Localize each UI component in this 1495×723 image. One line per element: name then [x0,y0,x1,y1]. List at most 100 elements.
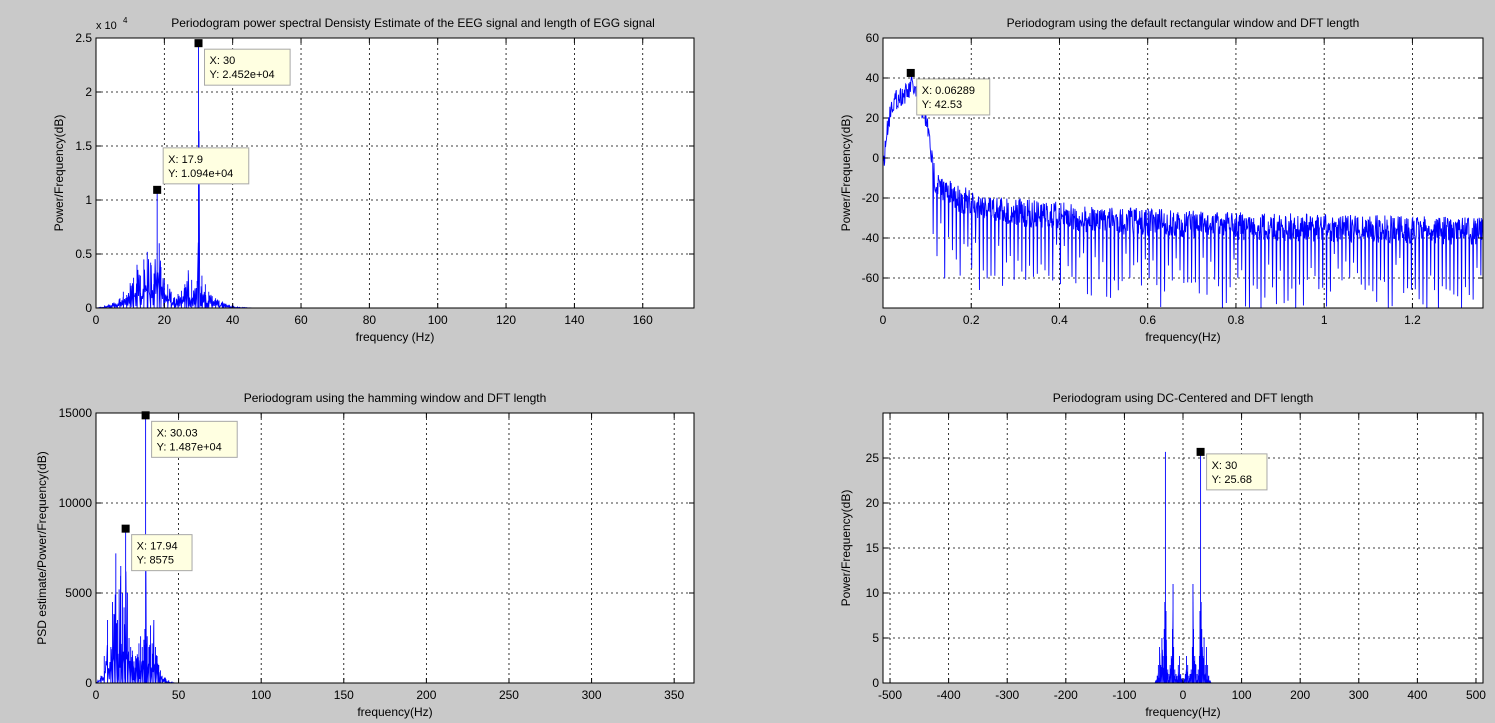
datatip-marker[interactable] [194,39,203,48]
y-tick-label: 15 [866,541,880,555]
x-tick-label: 300 [582,688,602,702]
y-tick-label: 10 [866,586,880,600]
datatip-x-label: X: 30 [210,55,236,67]
datatip-x-label: X: 0.06289 [922,85,975,97]
x-tick-label: 300 [1349,688,1369,702]
subplot-4: -500 -400 -300 -200 -100 0 100 200 300 400 500 0 5 10… [839,391,1486,719]
y-axis-label: Power/Frequency(dB) [52,115,66,232]
x-tick-label: 250 [499,688,519,702]
subplot-1: 0 20 40 60 80 100 120 140 160 0 0.5 1 1.5 2 2.5 x 10 4 Pe… [52,16,695,344]
y-axis-label: Power/Frequency(dB) [839,115,853,232]
datatip-box[interactable] [131,534,193,572]
datatip-x-label: X: 17.94 [137,541,178,553]
datatip-x-label: X: 17.9 [168,154,203,166]
y-tick-label: 2 [85,85,92,99]
x-tick-label: -100 [1112,688,1136,702]
datatip-box[interactable] [1206,453,1268,491]
x-tick-label: 150 [334,688,354,702]
y-tick-label: 2.5 [75,31,92,45]
x-tick-label: 400 [1407,688,1427,702]
y-tick-label: 1 [85,193,92,207]
x-axis-label: frequency (Hz) [356,330,435,344]
y-tick-label: 40 [866,71,880,85]
chart-title: Periodogram power spectral Densisty Esti… [171,16,655,30]
x-tick-label: 350 [664,688,684,702]
y-tick-label: 60 [866,31,880,45]
datatip-y-label: Y: 1.487e+04 [157,441,222,453]
x-tick-label: 0 [1180,688,1187,702]
x-tick-label: 100 [428,313,448,327]
x-tick-label: -200 [1054,688,1078,702]
datatip-marker[interactable] [121,524,130,533]
datatip-marker[interactable] [906,68,915,77]
axes-frame [882,37,1484,309]
y-tick-label: 0 [872,676,879,690]
y-tick-label: 25 [866,451,880,465]
x-tick-label: -500 [878,688,902,702]
x-tick-label: 20 [158,313,172,327]
y-tick-label: -60 [862,271,880,285]
y-axis-label: PSD estimate/Power/Frequency(dB) [35,451,49,644]
y-exponent-label: x 10 [96,20,117,32]
x-tick-label: 1 [1321,313,1328,327]
datatip-marker[interactable] [141,411,150,420]
x-tick-label: 200 [1290,688,1310,702]
y-tick-label: 5 [872,631,879,645]
y-tick-label: 0 [85,301,92,315]
x-tick-label: 0.4 [1051,313,1068,327]
y-tick-label: 15000 [59,406,93,420]
chart-title: Periodogram using the hamming window and… [244,391,547,405]
y-tick-label: -40 [862,231,880,245]
x-axis-label: frequency(Hz) [1145,330,1220,344]
datatip-y-label: Y: 1.094e+04 [168,168,233,180]
x-tick-label: 120 [496,313,516,327]
x-tick-label: 0.2 [963,313,980,327]
y-tick-label: 20 [866,496,880,510]
x-tick-label: 500 [1466,688,1486,702]
x-tick-label: 80 [363,313,377,327]
plot-area [96,413,694,683]
series-line [96,43,694,308]
y-tick-label: 0.5 [75,247,92,261]
x-tick-label: 1.2 [1404,313,1421,327]
x-tick-label: 100 [1232,688,1252,702]
datatip-box[interactable] [204,48,291,86]
datatip-box[interactable] [151,420,238,458]
datatip-box[interactable] [162,147,250,185]
x-tick-label: 40 [226,313,240,327]
y-tick-label: -20 [862,191,880,205]
y-tick-label: 0 [872,151,879,165]
x-axis-label: frequency(Hz) [357,705,432,719]
x-tick-label: -300 [995,688,1019,702]
x-tick-label: -400 [937,688,961,702]
chart-title: Periodogram using the default rectangula… [1007,16,1360,30]
y-tick-label: 10000 [59,496,93,510]
y-axis-label: Power/Frequency(dB) [839,490,853,607]
series-line [883,75,1483,308]
axes-frame [95,37,695,309]
x-tick-label: 200 [416,688,436,702]
y-exponent-power: 4 [123,16,128,25]
datatip-y-label: Y: 42.53 [922,99,962,111]
y-tick-label: 1.5 [75,139,92,153]
x-tick-label: 0 [93,688,100,702]
x-tick-label: 0.6 [1139,313,1156,327]
x-axis-label: frequency(Hz) [1145,705,1220,719]
datatip-y-label: Y: 25.68 [1212,474,1252,486]
datatip-marker[interactable] [153,185,162,194]
x-tick-label: 140 [564,313,584,327]
chart-title: Periodogram using DC-Centered and DFT le… [1053,391,1314,405]
y-tick-label: 0 [85,676,92,690]
y-tick-label: 20 [866,111,880,125]
datatip-marker[interactable] [1196,447,1205,456]
datatip-y-label: Y: 8575 [137,555,174,567]
datatip-box[interactable] [916,78,991,116]
x-tick-label: 0.8 [1228,313,1245,327]
x-tick-label: 160 [633,313,653,327]
x-tick-label: 0 [93,313,100,327]
datatip-x-label: X: 30 [1212,460,1238,472]
x-tick-label: 50 [172,688,186,702]
subplot-3: 0 50 100 150 200 250 300 350 0 5000 10000 15000 Peri… [35,391,695,719]
datatip-y-label: Y: 2.452e+04 [210,69,275,81]
